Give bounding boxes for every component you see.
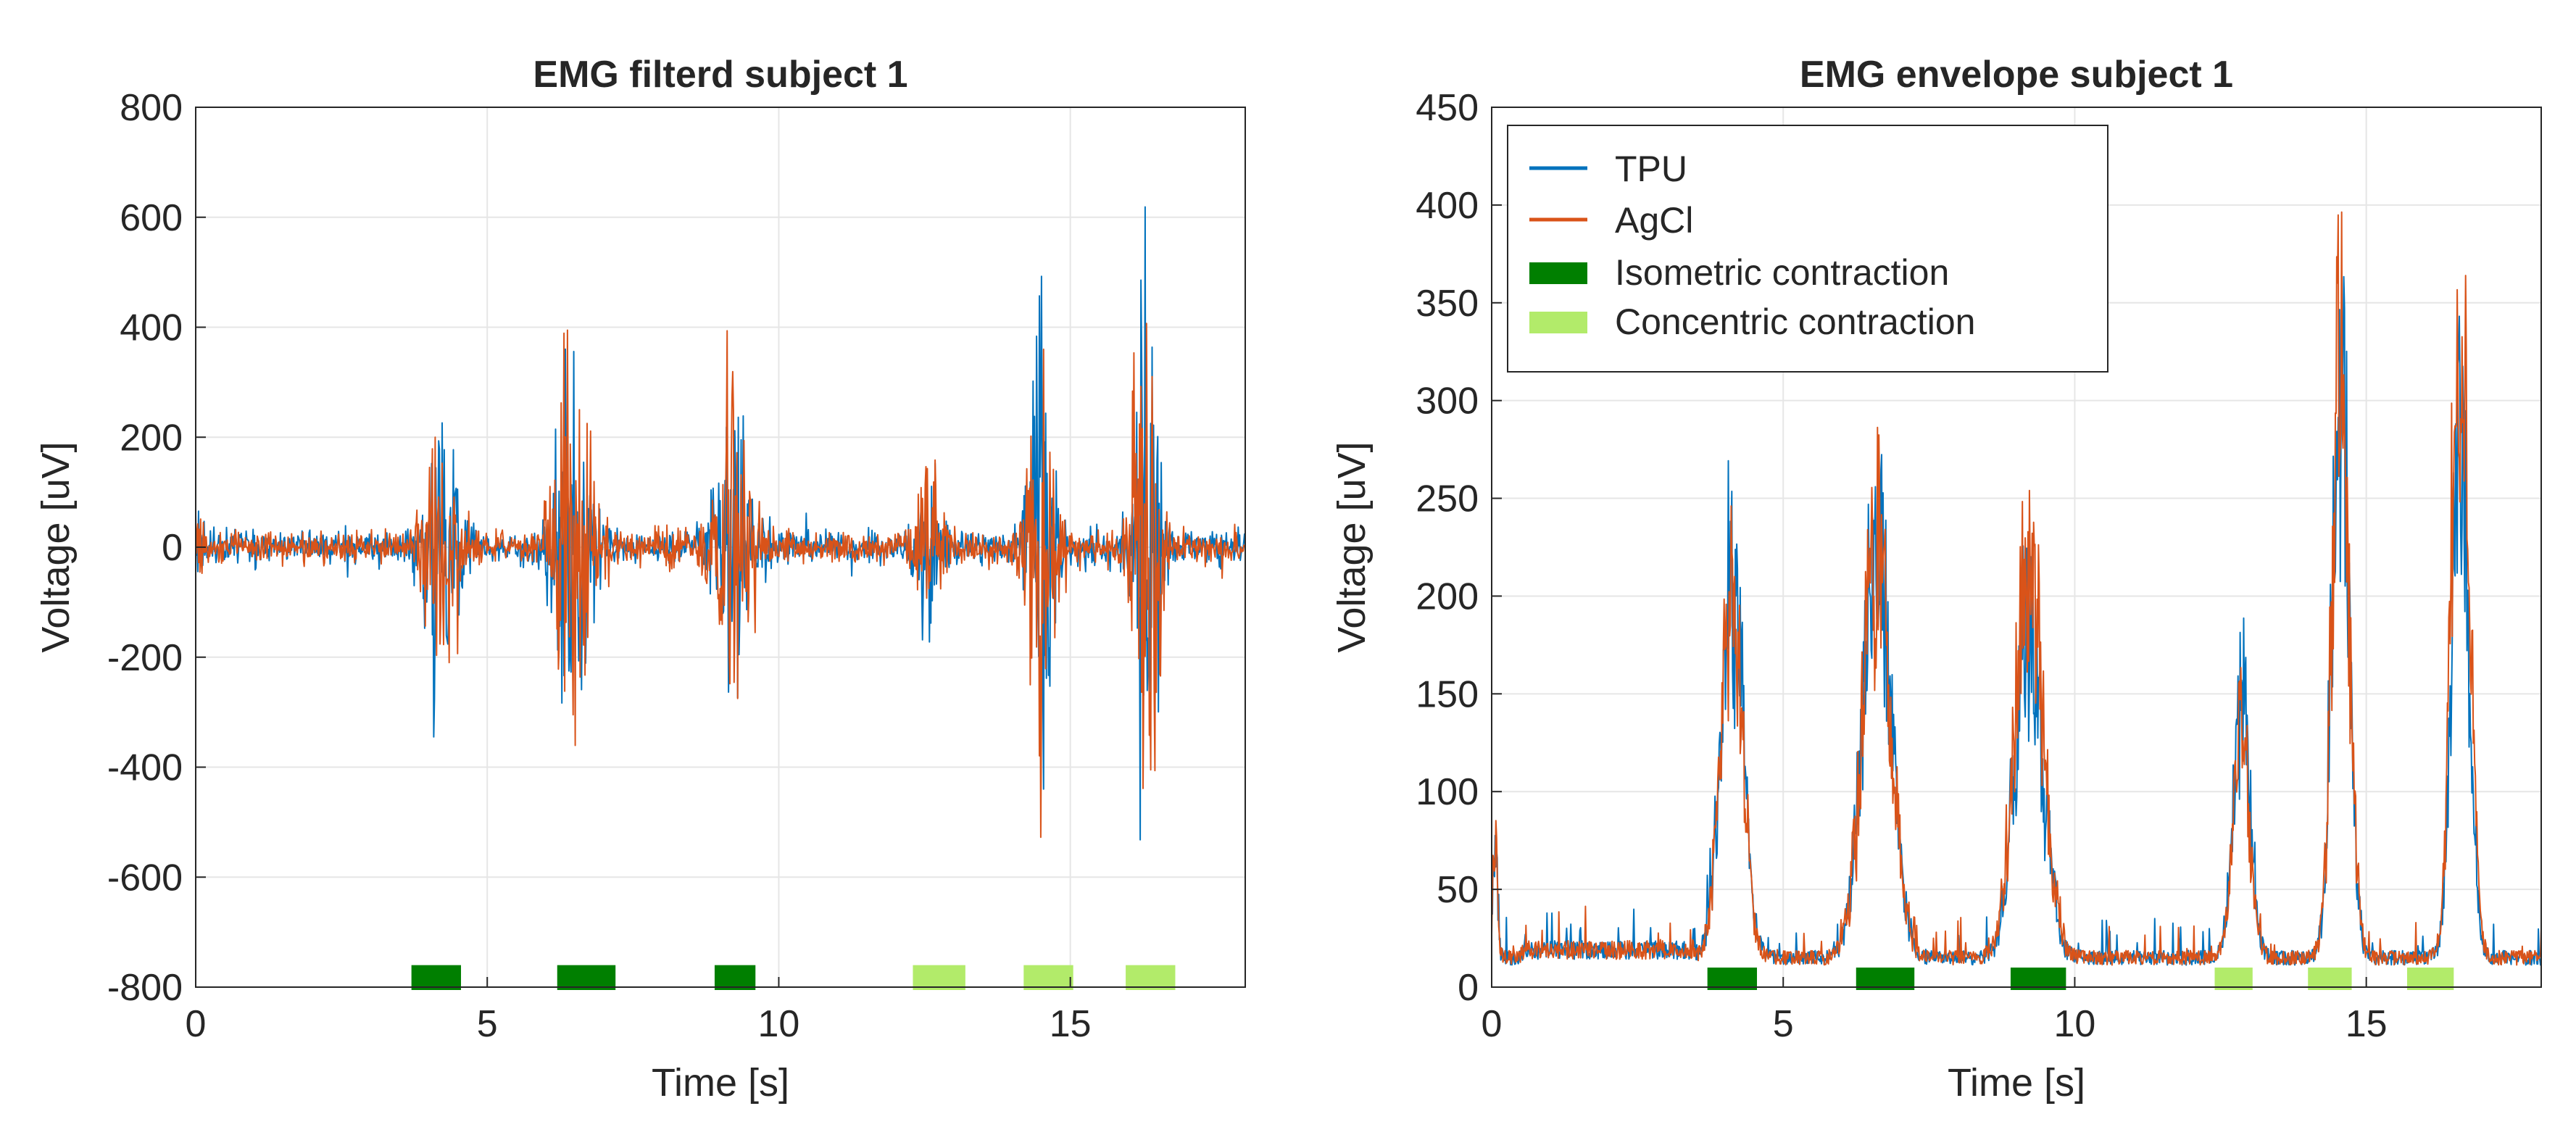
y-tick-label: 150 [1416,673,1479,715]
x-tick-label: 0 [186,1003,207,1045]
concentric-period-bar [2308,968,2352,990]
y-tick-label: 600 [120,197,183,239]
signal-series [195,206,1246,841]
isometric-period-bar [1707,968,1758,990]
agcl-series-line [195,323,1246,839]
y-tick-label: 0 [162,527,183,569]
y-tick-label: 100 [1416,771,1479,813]
legend-isometric-label: Isometric contraction [1615,252,1949,293]
concentric-period-bar [2406,968,2454,990]
chart-title: EMG envelope subject 1 [1800,54,2233,96]
y-tick-label: 450 [1416,87,1479,129]
y-tick-label: 200 [1416,575,1479,617]
y-tick-label: -400 [107,747,183,789]
y-tick-label: 50 [1437,869,1479,911]
x-tick-label: 5 [1773,1003,1794,1045]
isometric-period-bar [1856,968,1915,990]
legend-isometric-swatch [1529,262,1587,284]
legend-concentric-label: Concentric contraction [1615,301,1975,342]
concentric-period-bar [1126,965,1176,990]
agcl-series-line [1491,211,2542,966]
y-tick-label: 0 [1458,967,1479,1009]
y-tick-label: 400 [1416,185,1479,227]
chart-title: EMG filterd subject 1 [533,54,907,96]
x-tick-label: 0 [1482,1003,1503,1045]
x-axis-label: Time [s] [652,1061,789,1105]
x-tick-label: 5 [477,1003,498,1045]
y-tick-label: 200 [120,417,183,459]
legend-agcl-label: AgCl [1615,200,1693,241]
y-tick-label: -600 [107,857,183,899]
y-tick-label: 250 [1416,478,1479,520]
contraction-periods [411,965,1176,990]
x-tick-label: 10 [758,1003,800,1045]
y-tick-label: 400 [120,307,183,349]
signal-series [1491,211,2542,966]
isometric-period-bar [411,965,462,990]
contraction-periods [1707,968,2454,990]
x-tick-label: 15 [2346,1003,2388,1045]
legend-concentric-swatch [1529,312,1587,333]
y-tick-label: -200 [107,637,183,679]
x-tick-label: 10 [2054,1003,2096,1045]
axis-ticks: 0 5 10 15 -800 -600 -400 -200 0 200 400 600 800 [107,87,1092,1045]
plot-frame [1491,107,2542,988]
legend: TPU AgCl Isometric contraction Concentri… [1507,125,2108,373]
concentric-period-bar [2214,968,2253,990]
concentric-period-bar [913,965,965,990]
legend-box [1507,125,2108,373]
isometric-period-bar [557,965,616,990]
x-axis-label: Time [s] [1948,1061,2085,1105]
y-tick-label: 300 [1416,380,1479,423]
y-tick-label: 800 [120,87,183,129]
concentric-period-bar [1023,965,1073,990]
isometric-period-bar [714,965,756,990]
y-axis-label: Voltage [uV] [34,441,78,652]
y-tick-label: 350 [1416,283,1479,325]
x-tick-label: 15 [1050,1003,1092,1045]
legend-tpu-label: TPU [1615,149,1687,189]
isometric-period-bar [2010,968,2066,990]
filtered-emg-panel: 0 5 10 15 -800 -600 -400 -200 0 200 400 600 800 EMG … [34,54,1246,1105]
y-axis-label: Voltage [uV] [1330,441,1374,652]
y-tick-label: -800 [107,967,183,1009]
